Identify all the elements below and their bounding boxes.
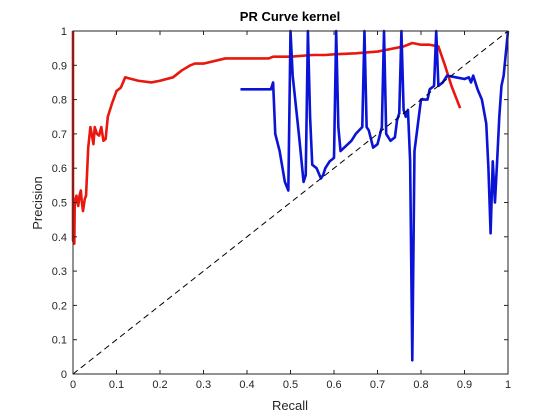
y-tick-label-4: 0.4 — [52, 232, 67, 244]
y-tick-label-5: 0.5 — [52, 198, 67, 210]
x-tick-label-8: 0.8 — [413, 379, 428, 391]
series-line-2 — [72, 30, 509, 375]
y-tick-label-9: 0.9 — [52, 60, 67, 72]
x-tick-label-4: 0.4 — [239, 379, 254, 391]
y-tick-label-8: 0.8 — [52, 95, 67, 107]
series-line-0 — [71, 31, 462, 245]
series-line-1 — [240, 29, 510, 362]
y-tick-label-7: 0.7 — [52, 129, 67, 141]
y-tick-label-1: 0.1 — [52, 335, 67, 347]
x-tick-label-1: 0.1 — [109, 379, 124, 391]
x-tick-label-5: 0.5 — [283, 379, 298, 391]
x-tick-label-3: 0.3 — [196, 379, 211, 391]
x-tick-label-6: 0.6 — [326, 379, 341, 391]
y-tick-label-3: 0.3 — [52, 266, 67, 278]
y-tick-label-0: 0 — [61, 369, 67, 381]
y-axis-label: Precision — [30, 176, 45, 229]
x-tick-label-9: 0.9 — [457, 379, 472, 391]
x-tick-label-2: 0.2 — [152, 379, 167, 391]
y-tick-label-6: 0.6 — [52, 163, 67, 175]
y-tick-label-2: 0.2 — [52, 300, 67, 312]
x-tick-label-0: 0 — [70, 379, 76, 391]
y-tick-label-10: 1 — [61, 26, 67, 38]
plot-area: 0 0.1 0.2 0.3 0.4 0.5 0.6 0.7 0.8 0.9 1 0 0.1 0.2 0.3 0… — [52, 26, 511, 391]
x-tick-label-10: 1 — [505, 379, 511, 391]
x-tick-label-7: 0.7 — [370, 379, 385, 391]
x-axis-label: Recall — [272, 398, 308, 413]
chart-title: PR Curve kernel — [240, 9, 340, 24]
